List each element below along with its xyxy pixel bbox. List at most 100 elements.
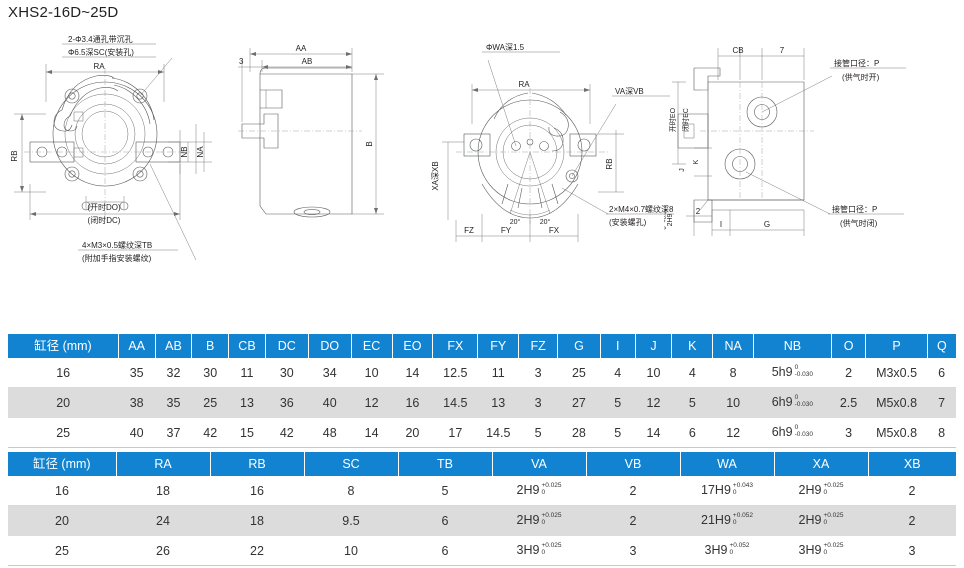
cell-sc: 8 — [304, 476, 398, 506]
col-header-ec: EC — [351, 334, 393, 358]
cell-wa: 3H9 +0.052 0 — [680, 535, 774, 566]
dim-tol-2h9-lower: 0 — [664, 226, 668, 229]
cell-xa-tolerance: +0.025 0 — [823, 542, 844, 556]
table-row: 25 40 37 42 15 42 48 14 20 17 14.5 5 28 … — [8, 417, 956, 448]
dim-label-dc: (闭时DC) — [88, 215, 121, 225]
note-port-open-2: (供气时开) — [842, 72, 880, 82]
cell-wa-tolerance: +0.052 0 — [732, 512, 753, 526]
col-header-fz: FZ — [518, 334, 558, 358]
cell-va: 3H9 +0.025 0 — [492, 535, 586, 566]
col-header-rb: RB — [210, 452, 305, 476]
cell-g: 27 — [557, 387, 601, 418]
dim-label-fx: FX — [549, 226, 560, 235]
col-header-aa: AA — [118, 334, 156, 358]
cell-do: 48 — [308, 417, 352, 448]
cell-va-tolerance: +0.025 0 — [541, 542, 562, 556]
cell-fx: 17 — [432, 417, 478, 448]
note-rear-xa: XA深XB — [431, 161, 440, 190]
cell-o: 2 — [831, 358, 866, 388]
cell-wa-value: 17H9 — [701, 483, 731, 498]
cell-dc: 36 — [265, 387, 309, 418]
drawing-front-view: RA RB — [0, 24, 240, 274]
cell-fz: 3 — [518, 358, 558, 388]
dim-label-g: G — [764, 220, 770, 229]
table-row: 25 26 22 10 6 3H9 +0.025 0 3 3H9 +0.052 0 3H… — [8, 535, 956, 566]
col-header-eo: EO — [392, 334, 434, 358]
cell-b: 30 — [191, 358, 229, 388]
dim-label-7: 7 — [780, 46, 785, 55]
dim-label-cb: CB — [732, 46, 743, 55]
dim-label-2: 2 — [696, 207, 701, 216]
dim-label-rb: RB — [10, 150, 19, 161]
cell-fx: 14.5 — [432, 387, 478, 418]
dim-label-eo: 开时EO — [668, 107, 677, 132]
cell-va-value: 2H9 — [516, 483, 540, 498]
cell-eo: 14 — [392, 358, 433, 388]
dim-label-j: J — [679, 168, 686, 172]
cell-na: 8 — [712, 358, 754, 388]
table-header-row: 缸径 (mm) AA AB B CB DC DO EC EO FX FY FZ … — [8, 334, 956, 358]
col-header-fx: FX — [432, 334, 479, 358]
cell-tb: 6 — [398, 535, 492, 566]
cell-ab: 37 — [155, 417, 192, 448]
cell-va: 2H9 +0.025 0 — [492, 476, 586, 506]
dim-label-3: 3 — [239, 57, 244, 66]
cell-nb-tolerance: 0 -0.030 — [794, 424, 814, 438]
cell-bore: 16 — [8, 476, 116, 506]
dim-label-do: (开时DO) — [87, 202, 121, 212]
cell-xa: 3H9 +0.025 0 — [774, 535, 868, 566]
col-header-q: Q — [927, 334, 956, 358]
col-header-sc: SC — [304, 452, 399, 476]
note-port-close-1: 接管口径：P — [832, 204, 877, 214]
cell-nb-tolerance: 0 -0.030 — [794, 394, 814, 408]
cell-nb-value: 6h9 — [771, 395, 793, 410]
cell-xa: 2H9 +0.025 0 — [774, 505, 868, 536]
cell-q: 8 — [927, 417, 956, 448]
cell-dc: 30 — [265, 358, 309, 388]
col-header-va: VA — [492, 452, 587, 476]
dim-label-b: B — [365, 141, 374, 146]
dim-label-ec: 闭时EC — [681, 108, 690, 132]
col-header-cb: CB — [228, 334, 266, 358]
cell-ra: 18 — [116, 476, 210, 506]
col-header-wa: WA — [680, 452, 775, 476]
cell-rb: 16 — [210, 476, 304, 506]
cell-xa-value: 2H9 — [798, 513, 822, 528]
cell-va-value: 2H9 — [516, 513, 540, 528]
cell-j: 14 — [635, 417, 672, 448]
cell-bore: 20 — [8, 505, 116, 536]
cell-p: M5x0.8 — [865, 417, 928, 448]
cell-na: 12 — [712, 417, 754, 448]
col-header-k: K — [671, 334, 714, 358]
note-rear-wa: ΦWA深1.5 — [486, 43, 525, 52]
drawing-rear-view: RA RB XA深XB 20° 20° — [412, 24, 676, 264]
cell-xa-tolerance: +0.025 0 — [823, 512, 844, 526]
cell-sc: 10 — [304, 535, 398, 566]
col-header-bore-2: 缸径 (mm) — [8, 452, 117, 476]
drawing-side-view: AA AB 3 B — [238, 32, 418, 232]
cell-xa-value: 2H9 — [798, 483, 822, 498]
cell-bore: 20 — [8, 387, 119, 418]
cell-xb: 2 — [868, 505, 956, 536]
cell-fz: 5 — [518, 417, 558, 448]
cell-vb: 2 — [586, 476, 680, 506]
dim-label-rb-rear: RB — [605, 158, 614, 169]
cell-eo: 20 — [392, 417, 433, 448]
cell-o: 3 — [831, 417, 866, 448]
cell-fy: 13 — [477, 387, 519, 418]
col-header-nb: NB — [753, 334, 832, 358]
col-header-bore: 缸径 (mm) — [8, 334, 119, 358]
cell-vb: 2 — [586, 505, 680, 536]
cell-wa-tolerance: +0.052 0 — [729, 542, 750, 556]
cell-q: 7 — [927, 387, 956, 418]
cell-fx: 12.5 — [432, 358, 478, 388]
cell-aa: 35 — [118, 358, 156, 388]
cell-j: 10 — [635, 358, 672, 388]
dim-label-na: NA — [196, 146, 205, 158]
col-header-o: O — [831, 334, 867, 358]
cell-ra: 24 — [116, 505, 210, 536]
note-front-top-2: Φ6.5深SC(安装孔) — [68, 47, 134, 57]
cell-nb-value: 6h9 — [771, 425, 793, 440]
table-header-row: 缸径 (mm) RA RB SC TB VA VB WA XA XB — [8, 452, 956, 476]
